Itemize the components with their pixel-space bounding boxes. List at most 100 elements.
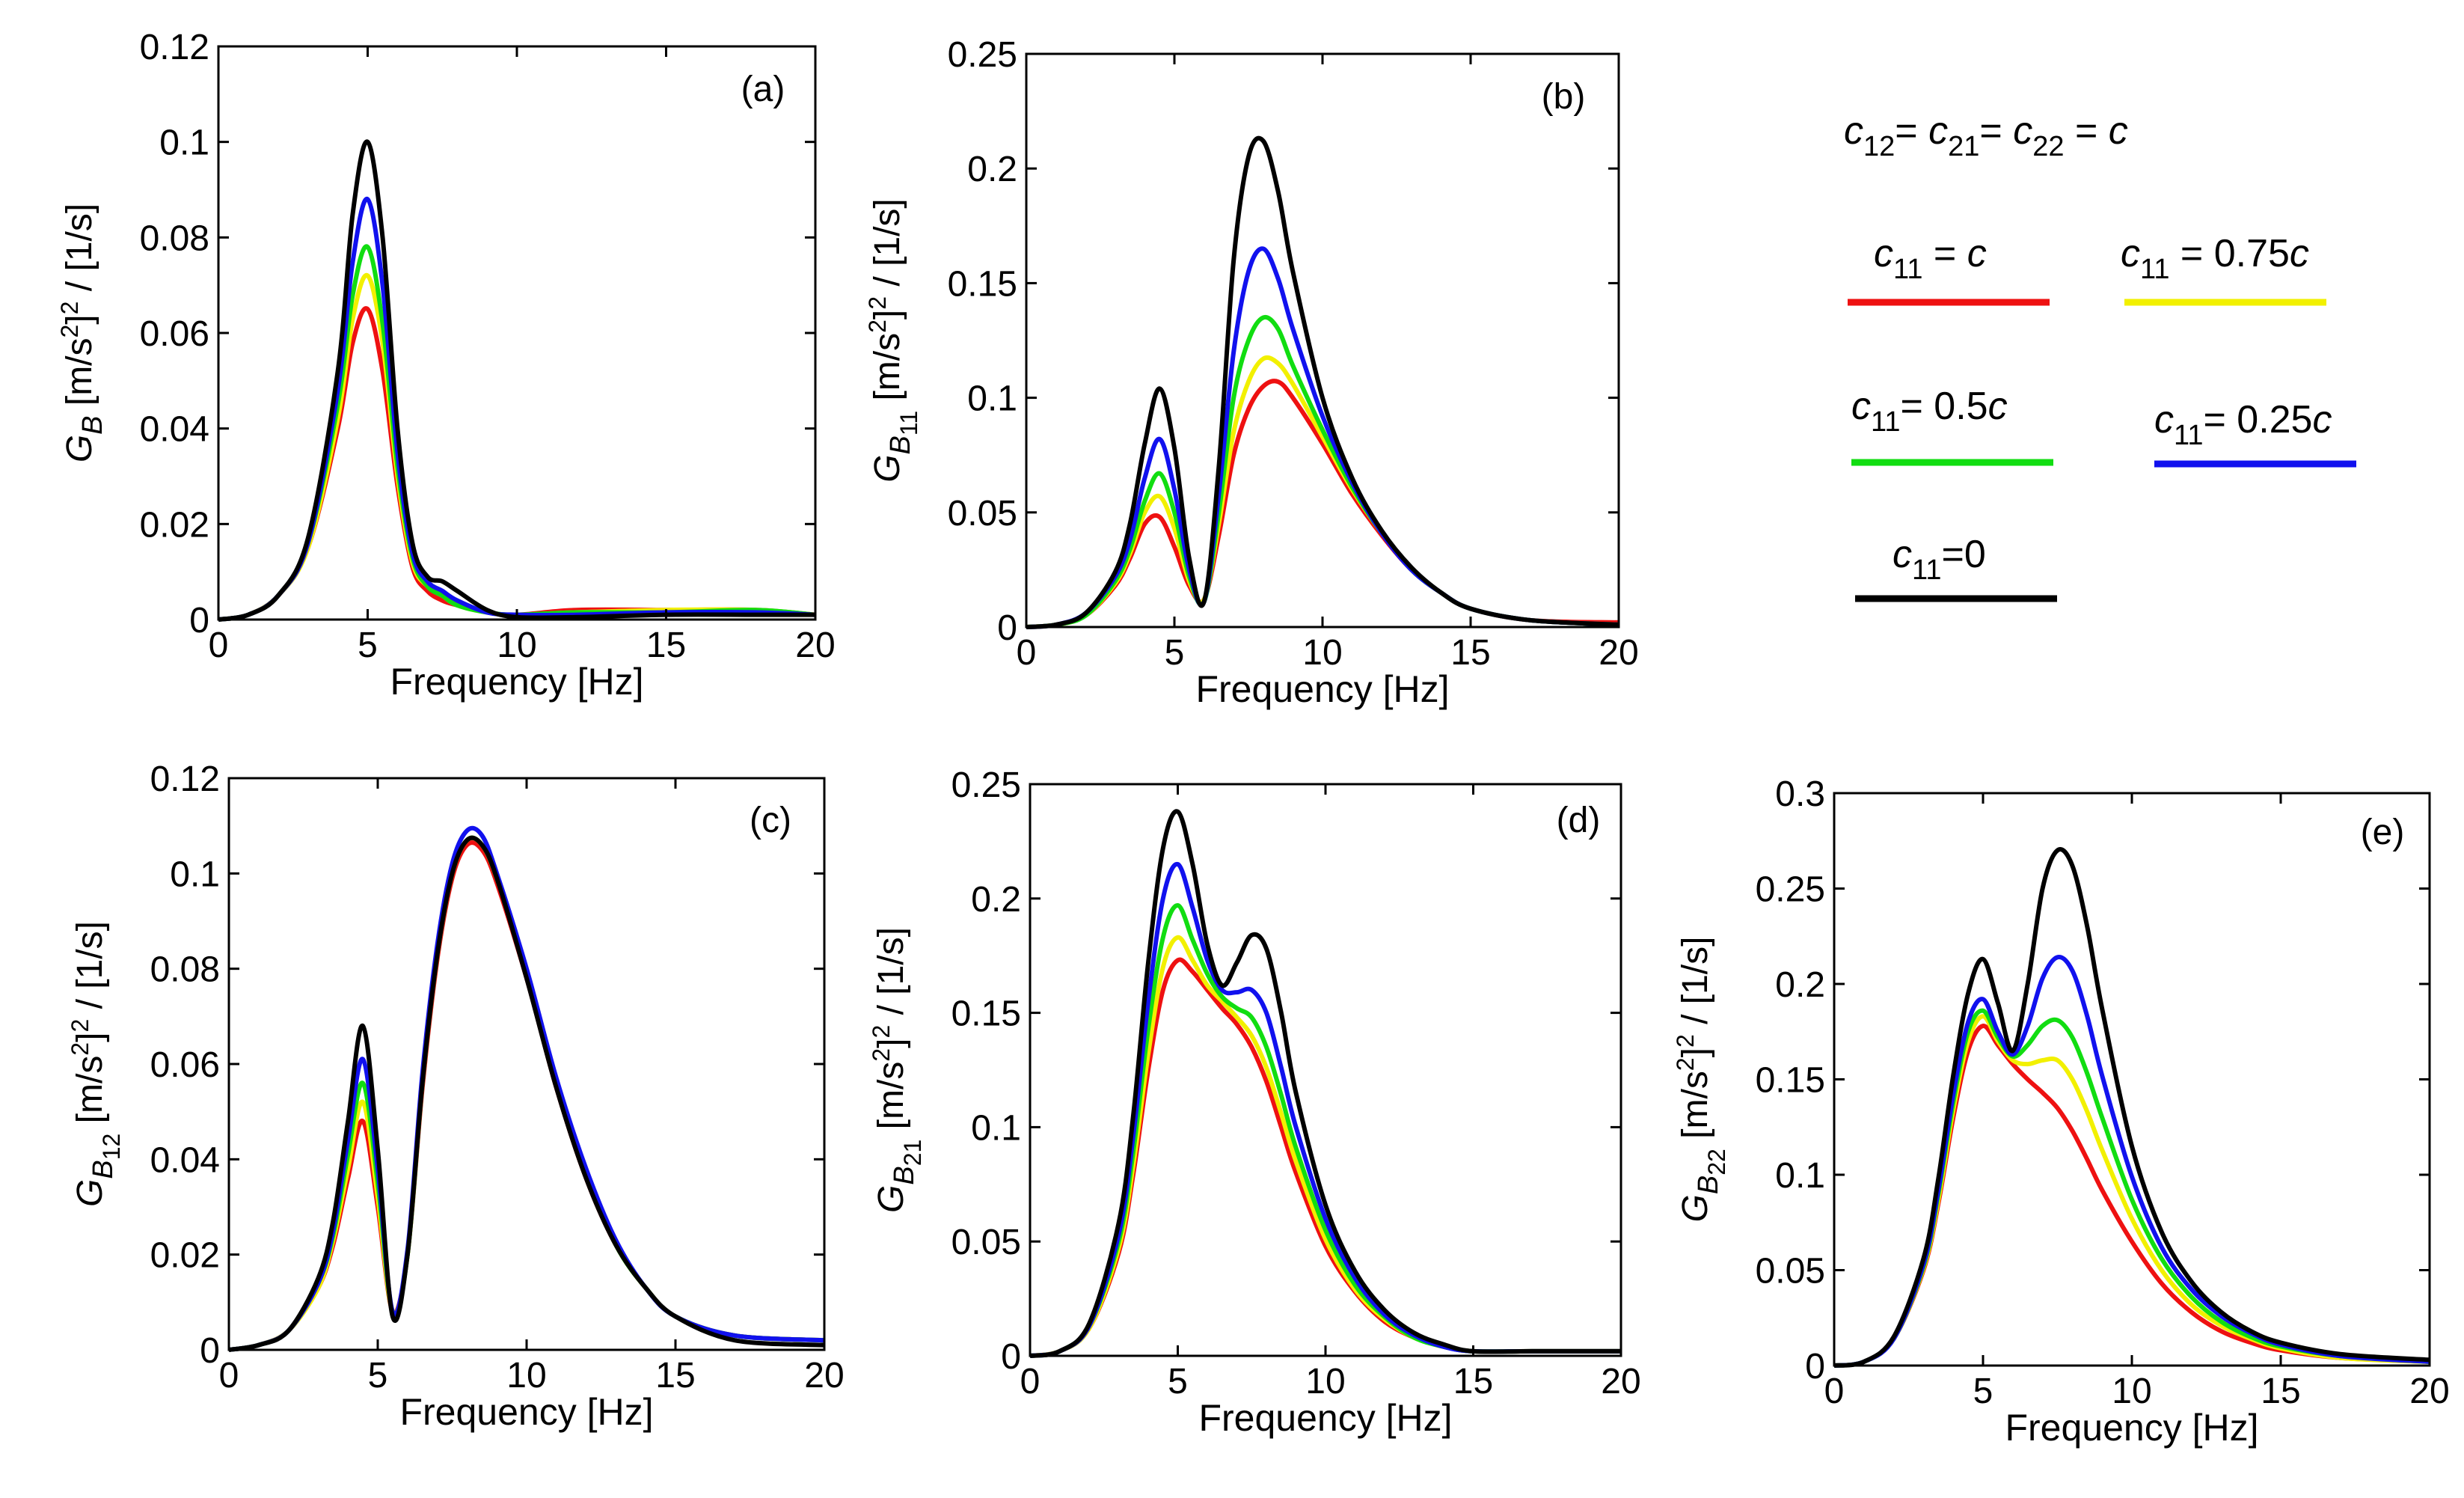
x-tick-label: 15 (1453, 1362, 1493, 1401)
legend-entry-label: c11 = c (1874, 232, 1987, 285)
x-tick-label: 5 (1973, 1372, 1993, 1411)
y-tick-label: 0 (997, 608, 1017, 648)
x-axis-label: Frequency [Hz] (1195, 668, 1449, 710)
x-tick-label: 20 (1601, 1362, 1640, 1401)
x-axis-label: Frequency [Hz] (2005, 1407, 2258, 1449)
legend-entry-label: c11= 0.25c (2154, 398, 2332, 451)
x-tick-label: 20 (804, 1356, 844, 1395)
y-tick-label: 0.05 (951, 1223, 1021, 1262)
y-axis-label: GB11 [m/s2]2 / [1/s] (864, 198, 922, 483)
series-line-2 (218, 272, 816, 622)
y-tick-label: 0.08 (150, 950, 220, 990)
plot-frame (227, 777, 826, 1351)
y-tick-label: 0.25 (951, 765, 1021, 805)
x-tick-label: 20 (795, 626, 835, 665)
y-tick-label: 0.3 (1775, 774, 1825, 814)
y-tick-label: 0.12 (140, 28, 209, 67)
chart-panel-d: 0 5 10 15 20 0 0.05 0.1 0.15 0.2 0.25 Frequency [Hz… (868, 765, 1641, 1439)
series-line-1 (1029, 957, 1621, 1358)
series-line-2 (1029, 935, 1621, 1358)
y-tick-label: 0.08 (140, 218, 209, 258)
y-tick-label: 0.05 (1756, 1252, 1825, 1291)
y-tick-label: 0 (1805, 1347, 1825, 1387)
legend-entry-label: c11= 0.5c (1851, 385, 2008, 438)
series-line-3 (218, 244, 816, 622)
panel-label: (b) (1542, 77, 1586, 117)
y-tick-label: 0.1 (159, 123, 209, 163)
y-axis-label: GB22 [m/s2]2 / [1/s] (1672, 937, 1730, 1223)
y-tick-label: 0.1 (967, 379, 1017, 419)
x-tick-label: 0 (1017, 633, 1037, 673)
y-tick-label: 0.04 (140, 410, 209, 450)
panel-label: (d) (1557, 801, 1601, 840)
x-tick-label: 20 (1599, 633, 1638, 673)
y-axis-label: GB [m/s2]2 / [1/s] (56, 204, 108, 462)
x-tick-label: 10 (2112, 1372, 2151, 1411)
series-line-5 (218, 139, 815, 622)
x-tick-label: 5 (368, 1356, 388, 1395)
y-tick-label: 0.25 (1756, 870, 1825, 910)
series-line-4 (1029, 861, 1621, 1358)
y-tick-label: 0.12 (150, 759, 220, 799)
series-line-5 (228, 835, 825, 1352)
panel-label: (c) (750, 801, 791, 840)
y-tick-label: 0.2 (971, 880, 1021, 920)
y-tick-label: 0 (1001, 1337, 1021, 1377)
y-tick-label: 0.15 (1756, 1061, 1825, 1101)
legend-entry-3: c11= 0.5c (1851, 385, 2053, 466)
y-tick-label: 0.04 (150, 1140, 220, 1180)
series-line-5 (1029, 809, 1621, 1358)
series-line-1 (218, 306, 816, 622)
y-axis-label: GB12 [m/s2]2 / [1/s] (67, 921, 125, 1207)
x-tick-label: 10 (506, 1356, 546, 1395)
x-tick-label: 15 (1450, 633, 1490, 673)
legend-entry-5: c11=0 (1855, 533, 2057, 602)
plot-frame (1833, 792, 2431, 1367)
series-line-3 (1029, 903, 1621, 1358)
y-tick-label: 0.06 (140, 314, 209, 354)
series-line-2 (1833, 1014, 2430, 1368)
x-tick-label: 0 (209, 626, 229, 665)
series-line-5 (1026, 135, 1619, 629)
x-tick-label: 5 (1168, 1362, 1188, 1401)
chart-panel-c: 0 5 10 15 20 0 0.02 0.04 0.06 0.08 0.1 0.12 Frequenc… (67, 759, 845, 1433)
chart-panel-a: 0 5 10 15 20 0 0.02 0.04 0.06 0.08 0.1 0.12 Frequenc… (56, 28, 836, 703)
y-tick-label: 0.05 (948, 494, 1017, 534)
y-tick-label: 0.2 (967, 150, 1017, 189)
y-tick-label: 0 (200, 1331, 220, 1371)
y-tick-label: 0.1 (170, 855, 220, 894)
y-tick-label: 0.02 (140, 505, 209, 545)
series-line-3 (1833, 1008, 2430, 1368)
series-line-4 (218, 197, 816, 622)
plot-frame (1025, 52, 1620, 629)
legend-entry-2: c11 = 0.75c (2121, 232, 2326, 306)
y-tick-label: 0.25 (948, 35, 1017, 75)
x-tick-label: 15 (2261, 1372, 2300, 1411)
chart-panel-b: 0 5 10 15 20 0 0.05 0.1 0.15 0.2 0.25 Frequency [Hz… (864, 35, 1639, 710)
y-tick-label: 0.15 (951, 994, 1021, 1034)
legend-entry-label: c11=0 (1893, 533, 1986, 586)
y-tick-label: 0.2 (1775, 965, 1825, 1005)
x-tick-label: 20 (2409, 1372, 2449, 1411)
y-tick-label: 0.02 (150, 1236, 220, 1276)
x-tick-label: 5 (358, 626, 378, 665)
y-tick-label: 0.06 (150, 1045, 220, 1085)
series-line-4 (228, 825, 825, 1352)
series-line-4 (1833, 955, 2430, 1368)
series-line-5 (1833, 847, 2430, 1368)
y-tick-label: 0.1 (971, 1108, 1021, 1148)
x-tick-label: 15 (646, 626, 686, 665)
x-axis-label: Frequency [Hz] (1198, 1397, 1452, 1439)
x-tick-label: 15 (655, 1356, 695, 1395)
chart-panel-e: 0 5 10 15 20 0 0.05 0.1 0.15 0.2 0.25 0.3 Frequency … (1672, 774, 2450, 1449)
x-axis-label: Frequency [Hz] (390, 661, 643, 703)
plot-frame (1029, 783, 1622, 1357)
legend-entry-4: c11= 0.25c (2154, 398, 2356, 468)
y-tick-label: 0 (189, 601, 209, 641)
panel-label: (e) (2361, 813, 2405, 852)
legend-title: c12= c21= c22 = c (1844, 109, 2128, 162)
legend-entry-label: c11 = 0.75c (2121, 232, 2309, 285)
panel-label: (a) (741, 70, 785, 109)
x-tick-label: 10 (1302, 633, 1342, 673)
